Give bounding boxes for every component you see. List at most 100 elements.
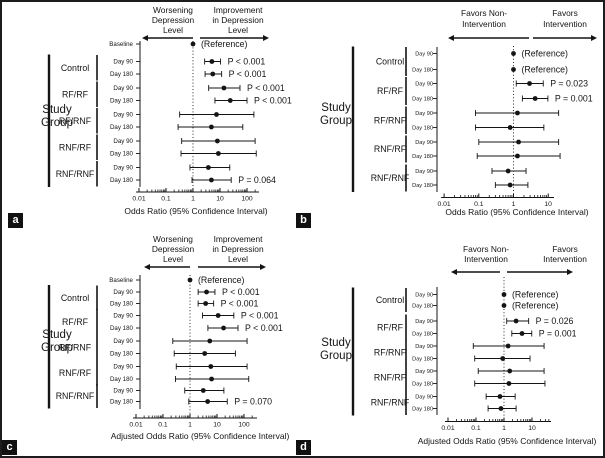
- direction-label-right: Level: [228, 25, 248, 35]
- p-value-annotation: (Reference): [522, 49, 569, 59]
- x-axis-label: Adjusted Odds Ratio (95% Confidence Inte…: [418, 436, 597, 446]
- row-label: Day 180: [412, 357, 433, 363]
- direction-label-right: Favors: [552, 8, 578, 18]
- x-tick-label: 10: [213, 422, 221, 429]
- y-axis-group-label: Study: [42, 329, 72, 341]
- or-point: [204, 289, 209, 295]
- row-label: Day 90: [415, 111, 433, 117]
- row-label: Day 180: [412, 332, 433, 338]
- or-point: [513, 318, 519, 324]
- or-point: [505, 168, 511, 174]
- group-name: RF/RF: [62, 89, 89, 99]
- or-point: [209, 376, 214, 382]
- group-name: RNF/RF: [374, 144, 407, 154]
- row-label: Day 90: [113, 85, 133, 92]
- group-name: Control: [376, 295, 404, 305]
- left-arrowhead-icon: [142, 35, 148, 41]
- row-label: Day 90: [113, 138, 133, 145]
- right-arrowhead-icon: [567, 269, 573, 275]
- row-label: Day 90: [415, 140, 433, 146]
- or-point: [214, 138, 220, 144]
- row-label: Day 180: [412, 97, 433, 103]
- p-value-annotation: P < 0.001: [229, 69, 267, 79]
- y-axis-group-label: Group: [41, 342, 73, 354]
- p-value-annotation: P = 0.001: [539, 329, 577, 339]
- or-point: [203, 301, 209, 306]
- p-value-annotation: P = 0.023: [550, 79, 588, 89]
- left-arrowhead-icon: [451, 269, 457, 275]
- row-label: Day 180: [412, 183, 433, 189]
- x-tick-label: 100: [241, 196, 253, 203]
- group-name: RF/RF: [62, 317, 89, 327]
- row-label: Baseline: [109, 277, 133, 284]
- row-label: Day 180: [110, 376, 134, 383]
- group-name: RNF/RF: [59, 368, 92, 378]
- p-value-annotation: P = 0.001: [555, 94, 593, 104]
- or-point: [187, 277, 193, 283]
- row-label: Day 90: [113, 388, 133, 395]
- or-point: [190, 41, 196, 47]
- right-arrowhead-icon: [263, 35, 269, 41]
- row-label: Day 180: [110, 71, 134, 78]
- direction-label-left: Level: [163, 25, 183, 35]
- direction-label-left: Favors Non-: [463, 244, 509, 254]
- panel-letter-d: d: [296, 440, 311, 455]
- or-point: [205, 399, 211, 404]
- p-value-annotation: P < 0.001: [221, 299, 259, 309]
- p-value-annotation: P < 0.001: [241, 311, 279, 321]
- x-tick-label: 10: [216, 196, 224, 203]
- y-axis-group-label: Group: [320, 115, 352, 127]
- row-label: Day 90: [415, 319, 433, 325]
- row-label: Day 90: [415, 395, 433, 401]
- or-point: [527, 81, 532, 86]
- row-label: Day 90: [113, 112, 133, 119]
- direction-label-left: Depression: [152, 244, 195, 254]
- x-tick-label: 0.1: [161, 196, 171, 203]
- or-point: [507, 182, 513, 188]
- x-tick-label: 10: [528, 425, 536, 432]
- x-tick-label: 0.01: [132, 196, 145, 203]
- x-tick-label: 0.1: [158, 422, 168, 429]
- direction-label-right: Intervention: [543, 19, 587, 29]
- left-arrowhead-icon: [448, 35, 454, 41]
- or-point: [507, 125, 513, 130]
- or-point: [215, 313, 221, 318]
- direction-label-right: in Depression: [212, 244, 264, 254]
- p-value-annotation: P < 0.001: [222, 287, 260, 297]
- row-label: Day 90: [415, 52, 433, 58]
- or-point: [208, 124, 214, 130]
- direction-label-right: Intervention: [543, 254, 587, 264]
- row-label: Day 180: [412, 126, 433, 132]
- or-point: [501, 292, 507, 297]
- row-label: Day 90: [415, 169, 433, 175]
- panel-letter-c: c: [2, 440, 17, 455]
- or-point: [532, 96, 538, 101]
- direction-label-right: Favors: [552, 244, 578, 254]
- row-label: Day 180: [110, 177, 134, 184]
- panel-letter-a: a: [8, 213, 23, 228]
- or-point: [497, 394, 503, 399]
- group-name: RF/RNF: [59, 342, 92, 352]
- direction-label-left: Worsening: [153, 5, 193, 15]
- x-tick-label: 0.01: [129, 422, 142, 429]
- right-arrowhead-icon: [591, 35, 597, 41]
- or-point: [205, 165, 211, 170]
- row-label: Day 180: [412, 304, 433, 310]
- or-point: [215, 151, 221, 156]
- direction-label-right: in Depression: [212, 15, 264, 25]
- panel-d-forest-plot: Favors Non-InterventionFavorsInterventio…: [320, 244, 597, 446]
- y-axis-group-label: Study: [321, 337, 351, 349]
- x-tick-label: 100: [238, 422, 250, 429]
- row-label: Day 90: [113, 364, 133, 371]
- row-label: Day 90: [415, 344, 433, 350]
- p-value-annotation: (Reference): [512, 301, 559, 311]
- or-point: [208, 364, 214, 369]
- row-label: Day 90: [113, 313, 133, 320]
- group-name: RF/RNF: [374, 347, 407, 357]
- group-name: RF/RNF: [374, 115, 407, 125]
- x-tick-label: 1: [512, 201, 516, 208]
- group-name: RNF/RNF: [56, 169, 95, 179]
- p-value-annotation: (Reference): [201, 39, 248, 49]
